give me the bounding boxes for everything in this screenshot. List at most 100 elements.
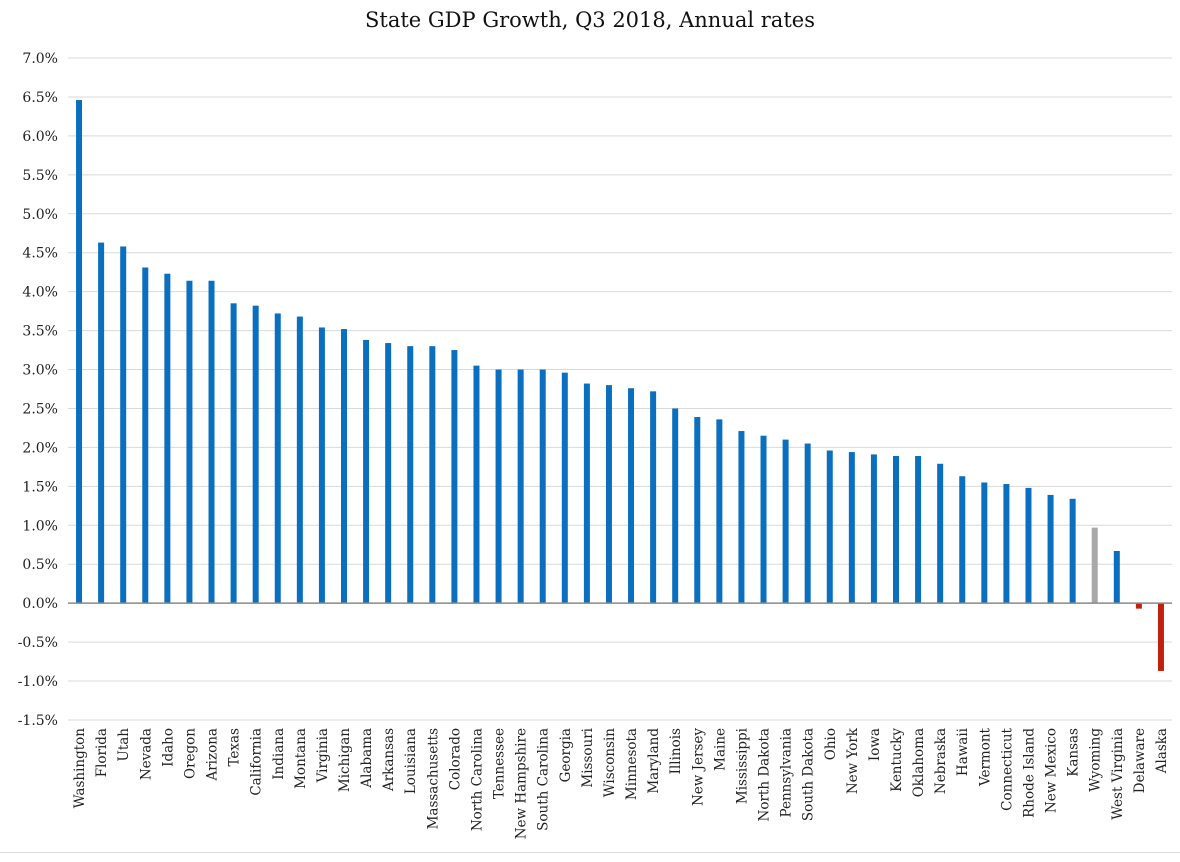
bar-north-dakota <box>760 435 767 604</box>
x-tick-label: Connecticut <box>999 727 1015 810</box>
y-tick-label: 6.0% <box>22 129 58 145</box>
x-axis-tick-labels: Washington Florida Utah Nevada Idaho Oregon Ar… <box>72 727 1170 839</box>
bar-new-jersey <box>694 417 701 604</box>
x-tick-label: Wisconsin <box>602 728 618 798</box>
x-tick-label: Maryland <box>646 728 662 794</box>
bar-kentucky <box>893 455 899 604</box>
y-tick-label: 1.5% <box>22 479 58 495</box>
x-tick-label: West Virginia <box>1110 728 1126 820</box>
bar-indiana <box>274 313 281 604</box>
x-tick-label: New York <box>845 727 861 794</box>
bar-maryland <box>650 391 657 604</box>
bar-missouri <box>583 383 590 604</box>
x-tick-label: Indiana <box>271 728 287 780</box>
x-tick-label: Virginia <box>315 728 331 783</box>
bar-massachusetts <box>429 346 436 604</box>
x-tick-label: Iowa <box>867 728 883 761</box>
bar-north-carolina <box>473 365 480 604</box>
bar-nebraska <box>937 463 944 604</box>
bar-new-york <box>848 452 855 604</box>
x-tick-label: North Carolina <box>469 728 485 831</box>
bar-kansas <box>1069 498 1076 604</box>
bar-florida <box>98 242 105 604</box>
bar-hawaii <box>959 476 966 604</box>
y-tick-label: 5.0% <box>22 207 58 223</box>
x-tick-label: Alabama <box>359 728 375 789</box>
x-tick-label: New Hampshire <box>514 728 530 839</box>
x-tick-label: Wyoming <box>1088 728 1104 792</box>
bar-maine <box>716 419 723 604</box>
x-tick-label: Vermont <box>977 727 993 787</box>
bar-wisconsin <box>605 385 612 604</box>
y-tick-label: 2.0% <box>22 440 58 456</box>
bar-south-dakota <box>804 443 811 604</box>
bar-louisiana <box>407 346 414 604</box>
x-tick-label: Oregon <box>182 728 198 779</box>
bar-new-mexico <box>1047 494 1054 604</box>
x-tick-label: Pennsylvania <box>779 728 795 817</box>
bar-tennessee <box>495 369 502 604</box>
bar-utah <box>120 246 127 604</box>
y-tick-label: 1.0% <box>22 518 58 534</box>
x-tick-label: Utah <box>116 728 132 762</box>
x-tick-label: Kansas <box>1066 728 1082 777</box>
bar-colorado <box>451 350 458 604</box>
x-tick-label: New Jersey <box>690 728 706 806</box>
bar-washington <box>76 100 83 604</box>
bottom-divider <box>0 852 1180 853</box>
x-tick-label: New Mexico <box>1044 728 1060 813</box>
bar-michigan <box>341 329 347 604</box>
y-tick-label: 4.5% <box>22 246 58 262</box>
x-tick-label: Michigan <box>337 728 353 792</box>
bar-vermont <box>981 482 988 604</box>
x-tick-label: Colorado <box>447 728 463 790</box>
grid-lines <box>68 57 1172 721</box>
bar-georgia <box>561 372 568 604</box>
bar-arkansas <box>385 343 392 604</box>
x-tick-label: Missouri <box>580 727 596 787</box>
chart-title: State GDP Growth, Q3 2018, Annual rates <box>365 8 815 32</box>
x-tick-label: Illinois <box>668 728 684 774</box>
bar-ohio <box>826 450 833 604</box>
bar-oklahoma <box>915 455 922 604</box>
bar-oregon <box>186 280 193 604</box>
x-tick-label: Tennessee <box>492 728 508 799</box>
y-tick-label: 3.5% <box>22 324 58 340</box>
bar-wyoming <box>1091 527 1098 604</box>
x-tick-label: Oklahoma <box>911 728 927 797</box>
bar-idaho <box>164 273 171 604</box>
y-tick-label: 7.0% <box>22 51 58 67</box>
x-tick-label: Georgia <box>558 728 574 782</box>
bar-texas <box>230 303 237 604</box>
bar-new-hampshire <box>517 369 524 604</box>
bar-pennsylvania <box>782 439 789 604</box>
y-tick-label: 6.5% <box>22 90 58 106</box>
bar-minnesota <box>628 388 635 604</box>
y-tick-label: 0.5% <box>22 557 58 573</box>
x-tick-label: Hawaii <box>955 727 971 776</box>
x-tick-label: North Dakota <box>757 728 773 821</box>
y-tick-label: 4.0% <box>22 285 58 301</box>
y-tick-label: 2.5% <box>22 401 58 417</box>
bar-illinois <box>672 408 679 604</box>
y-tick-label: 0.0% <box>22 596 58 612</box>
bar-west-virginia <box>1113 550 1120 604</box>
bar-delaware <box>1135 603 1142 609</box>
x-tick-label: South Carolina <box>536 728 552 831</box>
bar-arizona <box>208 280 215 604</box>
x-tick-label: Minnesota <box>624 728 640 800</box>
x-tick-label: Arizona <box>205 728 221 782</box>
bar-connecticut <box>1003 484 1010 604</box>
bar-alaska <box>1157 603 1164 671</box>
bar-alabama <box>363 339 370 604</box>
bars <box>76 100 1164 671</box>
x-tick-label: Delaware <box>1132 728 1148 793</box>
x-tick-label: Ohio <box>823 728 839 760</box>
x-tick-label: Alaska <box>1154 728 1170 774</box>
y-tick-label: 5.5% <box>22 168 58 184</box>
x-tick-label: Idaho <box>160 728 176 767</box>
bar-rhode-island <box>1025 487 1032 604</box>
y-axis-tick-labels: 7.0% 6.5% 6.0% 5.5% 5.0% 4.5% 4.0% 3.5% 3.0% 2.5%… <box>18 51 58 729</box>
x-tick-label: South Dakota <box>801 728 817 821</box>
